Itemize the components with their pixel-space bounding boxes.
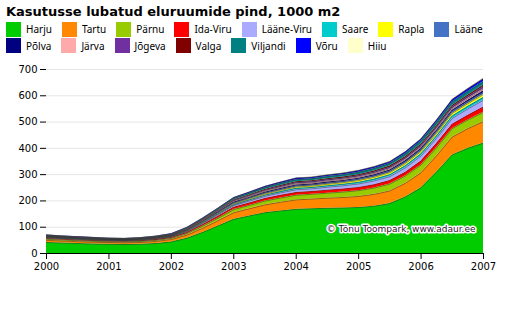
svg-text:200: 200 — [18, 195, 37, 206]
svg-text:400: 400 — [18, 143, 37, 154]
svg-text:2006: 2006 — [408, 261, 433, 272]
svg-text:2004: 2004 — [283, 261, 308, 272]
html-text:Valga: Valga — [195, 38, 222, 53]
svg-text:2000: 2000 — [34, 261, 59, 272]
html-text:Põlva: Põlva — [26, 38, 52, 53]
html-text:Järva: Järva — [81, 38, 105, 53]
html-text:Viljandi: Viljandi — [251, 38, 286, 53]
html-text:Ida-Viru: Ida-Viru — [194, 22, 232, 37]
html-text:Kasutusse lubatud eluruumide p: Kasutusse lubatud eluruumide pind, 1000 … — [6, 4, 341, 19]
html-text:Jõgeva: Jõgeva — [134, 38, 166, 53]
svg-text:300: 300 — [18, 169, 37, 180]
svg-text:2003: 2003 — [221, 261, 246, 272]
html-text:Harju: Harju — [26, 22, 52, 37]
html-text:Tartu: Tartu — [81, 22, 107, 37]
html-text:Hiiu: Hiiu — [367, 38, 387, 53]
html-text:Lääne-Viru: Lääne-Viru — [261, 22, 312, 37]
svg-text:2002: 2002 — [159, 261, 184, 272]
html-text:Pärnu: Pärnu — [136, 22, 165, 37]
svg-text:700: 700 — [18, 64, 37, 75]
html-text:Lääne: Lääne — [454, 22, 483, 37]
html-text:Võru: Võru — [315, 38, 338, 53]
html-text:Saare: Saare — [342, 22, 369, 37]
svg-text:0: 0 — [31, 248, 37, 259]
svg-text:100: 100 — [18, 221, 37, 232]
svg-text:600: 600 — [18, 90, 37, 101]
svg-text:2005: 2005 — [346, 261, 371, 272]
svg-text:2001: 2001 — [96, 261, 121, 272]
svg-text:2007: 2007 — [471, 261, 496, 272]
html-text:Rapla: Rapla — [398, 22, 425, 37]
svg-text:500: 500 — [18, 116, 37, 127]
svg-text:© Tõnu Toompark, www.adaur.ee: © Tõnu Toompark, www.adaur.ee — [327, 224, 476, 234]
